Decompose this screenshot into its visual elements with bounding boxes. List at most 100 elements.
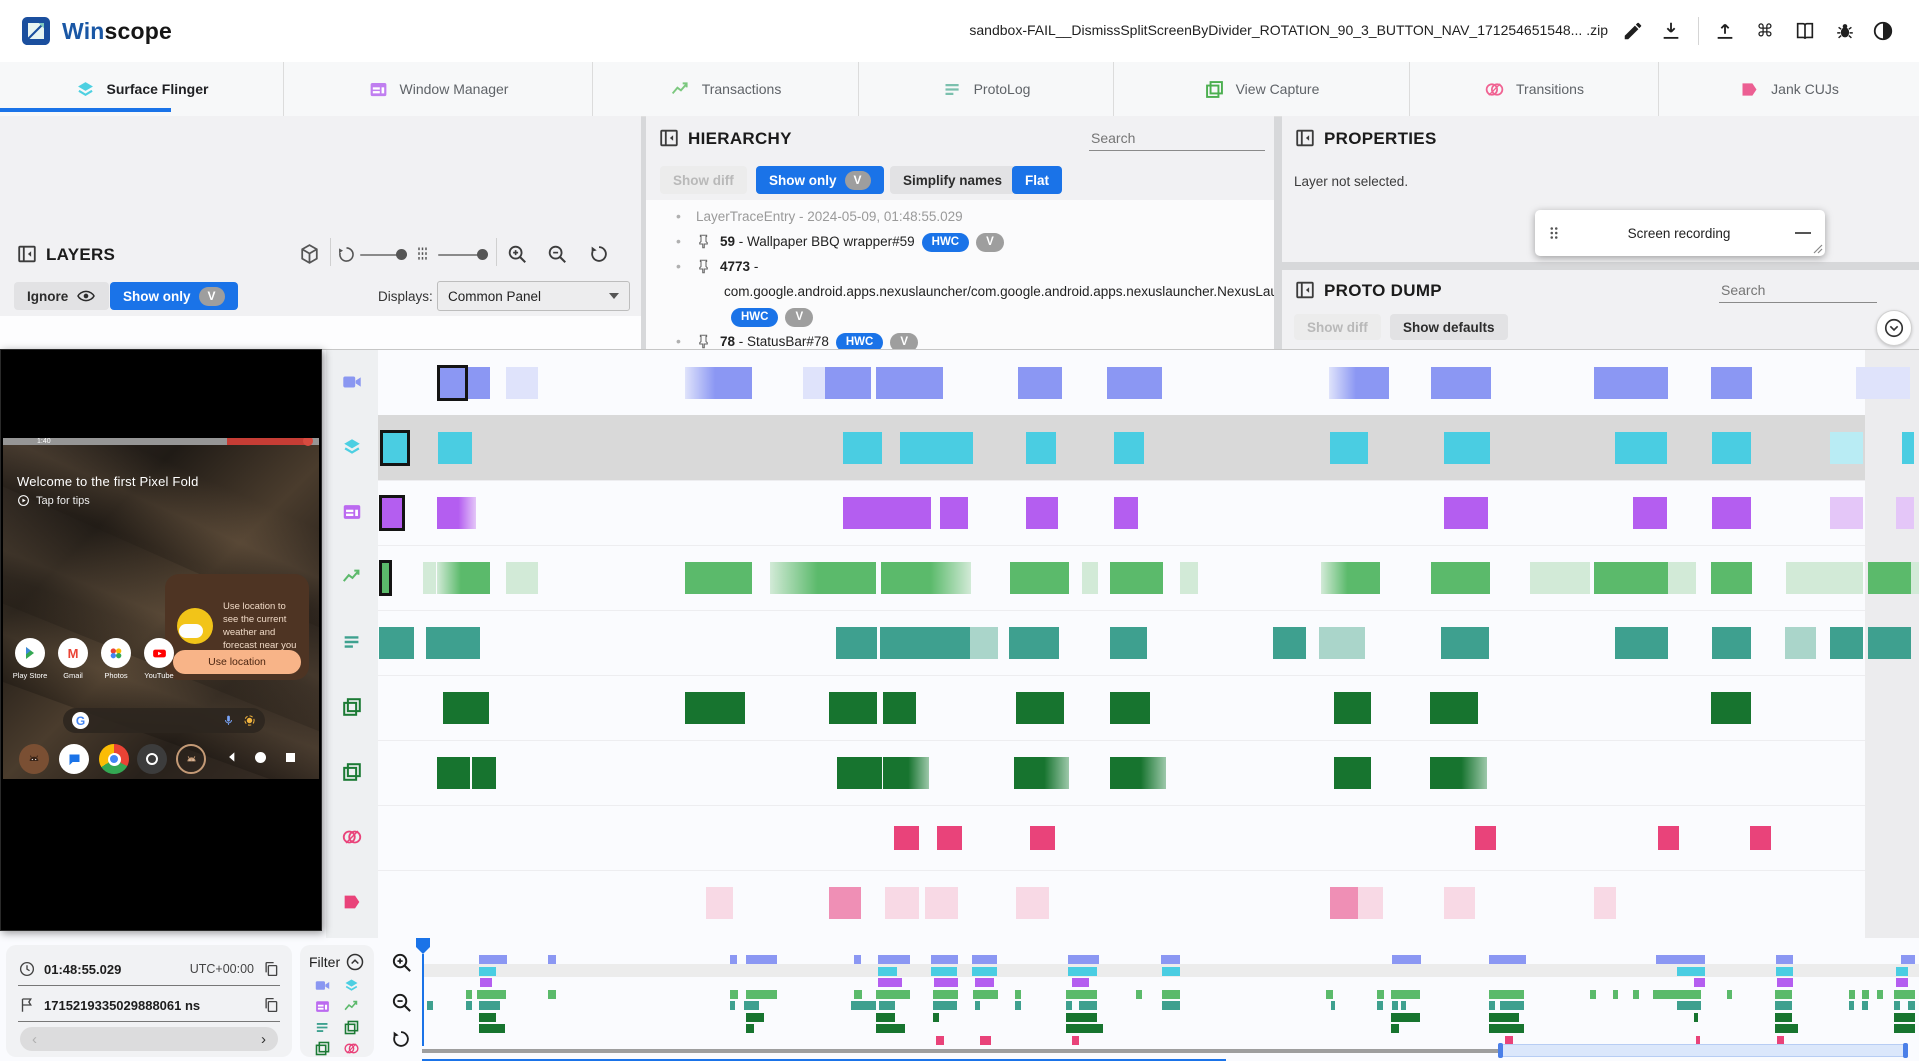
timeline-zoom-out-icon[interactable]	[390, 991, 413, 1014]
timeline-block-jank-cujs[interactable]	[925, 887, 958, 919]
copy-ns-timestamp-icon[interactable]	[262, 996, 280, 1014]
timeline-block-protolog[interactable]	[836, 627, 877, 659]
timeline-block-view-capture-taskbar[interactable]	[685, 692, 745, 724]
ignore-visibility-button[interactable]: Ignore	[14, 282, 110, 310]
nav-home-button[interactable]	[255, 752, 266, 763]
timeline-cursor-line[interactable]	[422, 954, 424, 1046]
timeline-block-transactions[interactable]	[1711, 562, 1752, 594]
collapse-layers-panel-icon[interactable]	[16, 243, 38, 265]
dark-mode-toggle-icon[interactable]	[1872, 20, 1896, 44]
mini-timeline-track[interactable]	[422, 1049, 1500, 1053]
copy-timestamp-icon[interactable]	[262, 960, 280, 978]
timeline-block-protolog[interactable]	[1830, 627, 1863, 659]
timeline-block-window-manager[interactable]	[379, 495, 405, 531]
resize-handle-icon[interactable]	[1813, 244, 1823, 254]
timeline-block-view-capture-launcher[interactable]	[472, 757, 496, 789]
timeline-block-protolog[interactable]	[1273, 627, 1306, 659]
flat-button[interactable]: Flat	[1012, 166, 1063, 194]
timeline-block-view-capture-launcher[interactable]	[1334, 757, 1371, 789]
rotation-slider-thumb[interactable]	[396, 249, 407, 260]
filter-trace-icon-layers[interactable]	[343, 977, 360, 994]
scroll-right-icon[interactable]: ›	[261, 1030, 266, 1048]
timeline-block-view-capture-taskbar[interactable]	[883, 692, 916, 724]
timeline-block-protolog[interactable]	[970, 627, 998, 659]
timeline-block-window-manager[interactable]	[843, 497, 931, 529]
timeline-block-transactions[interactable]	[506, 562, 538, 594]
timeline-scroll-pill[interactable]: ‹ ›	[20, 1027, 278, 1051]
drag-handle-icon[interactable]	[1545, 224, 1563, 242]
layers-3d-view[interactable]	[0, 316, 641, 349]
hierarchy-node[interactable]: • 4773 - com.google.android.apps.nexuslau…	[646, 254, 1274, 329]
timeline-block-protolog[interactable]	[1441, 627, 1489, 659]
timeline-block-transitions[interactable]	[894, 826, 919, 850]
timeline-block-protolog[interactable]	[1615, 627, 1668, 659]
expand-timeline-button[interactable]	[1876, 310, 1912, 346]
timeline-block-protolog[interactable]	[426, 627, 480, 659]
rotation-slider[interactable]	[360, 254, 407, 256]
timeline-block-surface-flinger[interactable]	[900, 432, 973, 464]
timeline-block-surface-flinger[interactable]	[1712, 432, 1751, 464]
timeline-block-view-capture-launcher[interactable]	[1014, 757, 1069, 789]
hierarchy-root-entry[interactable]: • LayerTraceEntry - 2024-05-09, 01:48:55.…	[676, 208, 963, 224]
timeline-block-view-capture-taskbar[interactable]	[1016, 692, 1064, 724]
displays-select[interactable]: Common Panel	[437, 281, 630, 311]
timeline-block-window-manager[interactable]	[1712, 497, 1751, 529]
timeline-block-transactions[interactable]	[423, 562, 436, 594]
timeline-block-view-capture-taskbar[interactable]	[1110, 692, 1150, 724]
timeline-block-view-capture-launcher[interactable]	[1110, 757, 1166, 789]
timeline-block-window-manager[interactable]	[1026, 497, 1058, 529]
app-icon-play-store[interactable]	[15, 638, 45, 668]
timeline-block-view-capture-launcher[interactable]	[837, 757, 882, 789]
timeline-block-screen-recording[interactable]	[685, 367, 752, 399]
filter-trace-icon-window[interactable]	[314, 998, 331, 1015]
simplify-names-button[interactable]: Simplify names	[890, 166, 1016, 194]
proto-dump-search-input[interactable]	[1719, 278, 1877, 303]
timeline-block-screen-recording[interactable]	[825, 367, 871, 399]
timeline-block-screen-recording[interactable]	[876, 367, 943, 399]
timeline-block-screen-recording[interactable]	[1856, 367, 1910, 399]
minimize-icon[interactable]	[1795, 232, 1811, 234]
timeline-block-view-capture-launcher[interactable]	[1430, 757, 1487, 789]
filter-trace-icon-trending[interactable]	[343, 998, 360, 1015]
show-diff-button[interactable]: Show diff	[1294, 314, 1381, 340]
collapse-proto-dump-panel-icon[interactable]	[1294, 279, 1316, 301]
show-only-visible-button[interactable]: Show only V	[756, 166, 884, 194]
timeline-block-screen-recording[interactable]	[1594, 367, 1668, 399]
show-defaults-button[interactable]: Show defaults	[1390, 314, 1508, 340]
timeline-block-view-capture-taskbar[interactable]	[1430, 692, 1478, 724]
timeline-block-surface-flinger[interactable]	[1114, 432, 1144, 464]
zoom-in-3d-icon[interactable]	[506, 243, 528, 265]
timeline-block-surface-flinger[interactable]	[1830, 432, 1863, 464]
timeline-block-screen-recording[interactable]	[803, 367, 825, 399]
timeline-rows[interactable]	[0, 350, 1919, 938]
timeline-block-jank-cujs[interactable]	[1016, 887, 1049, 919]
timeline-block-transactions[interactable]	[1786, 562, 1863, 594]
timeline-block-transactions[interactable]	[379, 560, 392, 596]
download-traces-icon[interactable]	[1660, 20, 1684, 44]
timeline-block-surface-flinger[interactable]	[380, 430, 410, 466]
ns-timestamp-value[interactable]: 1715219335029888061 ns	[44, 997, 201, 1013]
tab-protolog[interactable]: ProtoLog	[858, 62, 1113, 116]
pin-icon[interactable]	[696, 334, 720, 349]
timeline-block-transitions[interactable]	[1750, 826, 1771, 850]
timeline-block-screen-recording[interactable]	[1329, 367, 1389, 399]
filter-trace-icon-videocam[interactable]	[314, 977, 331, 994]
timeline-block-window-manager[interactable]	[437, 497, 476, 529]
zoom-window-left-handle[interactable]	[1498, 1043, 1503, 1058]
hierarchy-node[interactable]: • 78 - StatusBar#78 HWC V	[646, 329, 1274, 349]
filter-toggle[interactable]: Filter	[309, 952, 365, 972]
hierarchy-search-input[interactable]	[1089, 126, 1265, 151]
mini-timeline-zoom-window[interactable]	[1500, 1044, 1908, 1057]
timeline-cursor-handle[interactable]	[416, 938, 431, 955]
timeline-block-jank-cujs[interactable]	[829, 887, 861, 919]
timeline-block-protolog[interactable]	[1319, 627, 1365, 659]
mini-timeline[interactable]	[0, 350, 1919, 1061]
timeline-block-transactions[interactable]	[1431, 562, 1490, 594]
filter-trace-icon-vcap[interactable]	[343, 1019, 360, 1036]
timeline-block-protolog[interactable]	[1868, 627, 1911, 659]
timeline-block-screen-recording[interactable]	[1018, 367, 1062, 399]
timeline-block-surface-flinger[interactable]	[1615, 432, 1667, 464]
nav-back-button[interactable]	[225, 750, 239, 764]
timeline-block-transitions[interactable]	[1475, 826, 1496, 850]
timeline-block-transactions[interactable]	[1321, 562, 1380, 594]
